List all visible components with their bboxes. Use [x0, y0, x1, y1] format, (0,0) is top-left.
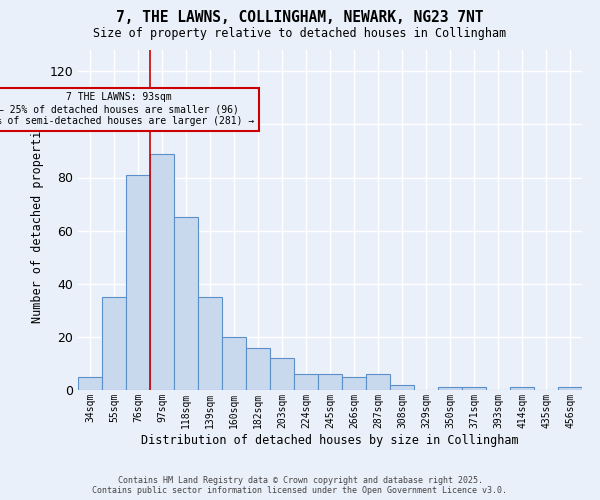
Bar: [198, 297, 222, 390]
Bar: [366, 374, 390, 390]
Bar: [318, 374, 342, 390]
Bar: [150, 154, 174, 390]
Bar: [174, 218, 198, 390]
Bar: [510, 388, 534, 390]
Text: Contains HM Land Registry data © Crown copyright and database right 2025.
Contai: Contains HM Land Registry data © Crown c…: [92, 476, 508, 495]
Bar: [246, 348, 270, 390]
Text: 7, THE LAWNS, COLLINGHAM, NEWARK, NG23 7NT: 7, THE LAWNS, COLLINGHAM, NEWARK, NG23 7…: [116, 10, 484, 25]
Bar: [222, 337, 246, 390]
X-axis label: Distribution of detached houses by size in Collingham: Distribution of detached houses by size …: [141, 434, 519, 446]
Bar: [558, 388, 582, 390]
Y-axis label: Number of detached properties: Number of detached properties: [31, 116, 44, 324]
Bar: [342, 376, 366, 390]
Bar: [462, 388, 486, 390]
Bar: [390, 384, 414, 390]
Text: Size of property relative to detached houses in Collingham: Size of property relative to detached ho…: [94, 28, 506, 40]
Bar: [78, 376, 102, 390]
Bar: [438, 388, 462, 390]
Bar: [126, 175, 150, 390]
Bar: [294, 374, 318, 390]
Text: 7 THE LAWNS: 93sqm
← 25% of detached houses are smaller (96)
74% of semi-detache: 7 THE LAWNS: 93sqm ← 25% of detached hou…: [0, 92, 254, 126]
Bar: [270, 358, 294, 390]
Bar: [102, 297, 126, 390]
